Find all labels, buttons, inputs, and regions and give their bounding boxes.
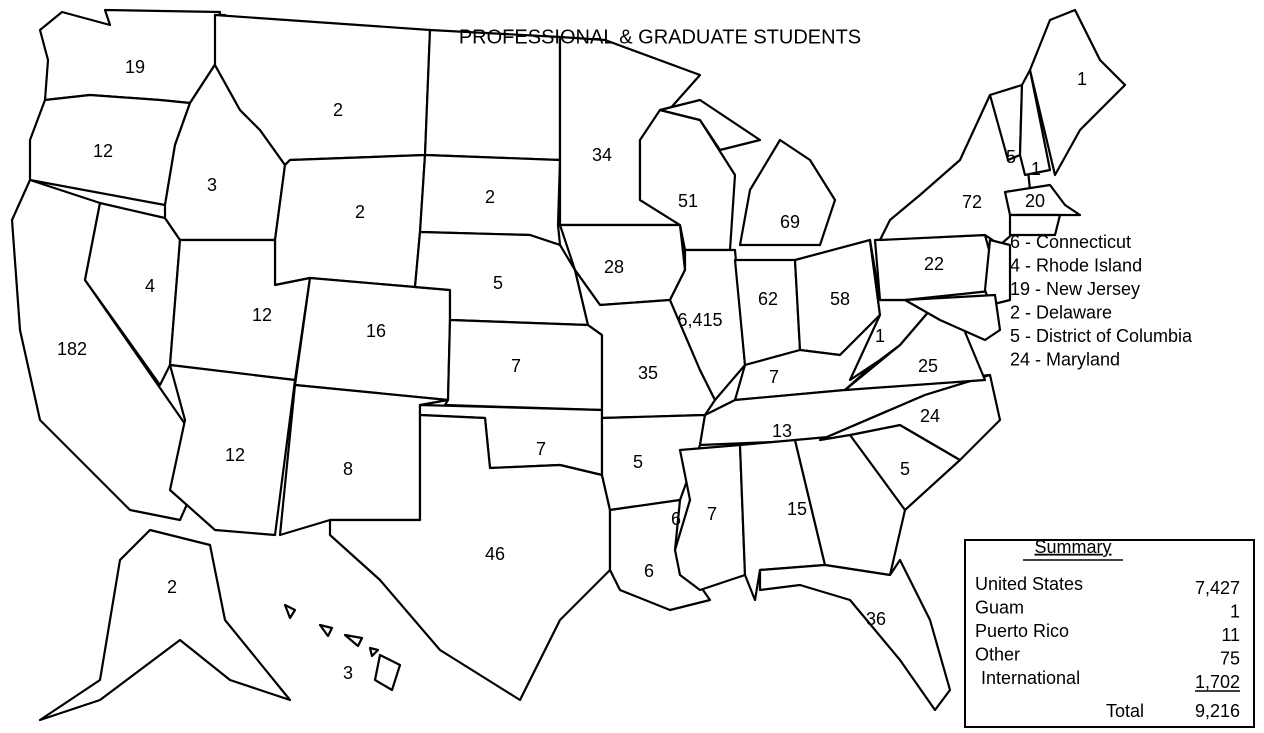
state-count: 34 (592, 145, 612, 165)
state-count: 35 (638, 363, 658, 383)
state-count: 12 (93, 141, 113, 161)
state-count: 20 (1025, 191, 1045, 211)
summary-label: United States (975, 574, 1083, 594)
callout: 2 - Delaware (1010, 302, 1112, 322)
state-count: 3 (343, 663, 353, 683)
state-count: 6 (671, 509, 681, 529)
summary-value: 7,427 (1195, 578, 1240, 598)
state-count: 46 (485, 544, 505, 564)
map-title: PROFESSIONAL & GRADUATE STUDENTS (459, 26, 861, 48)
state-count: 69 (780, 212, 800, 232)
callout: 5 - District of Columbia (1010, 326, 1193, 346)
summary-value: 75 (1220, 648, 1240, 668)
summary-value: 11 (1221, 625, 1240, 645)
callout: 24 - Maryland (1010, 349, 1120, 369)
summary-label: Guam (975, 597, 1024, 617)
state-count: 7 (511, 356, 521, 376)
state-count: 4 (145, 276, 155, 296)
state-count: 1 (1077, 69, 1087, 89)
summary-heading: Summary (1034, 537, 1111, 557)
callout: 6 - Connecticut (1010, 232, 1131, 252)
state-count: 6,415 (677, 310, 722, 330)
state-outlines (10, 8, 1127, 722)
callout: 4 - Rhode Island (1010, 255, 1142, 275)
state-count: 15 (787, 499, 807, 519)
total-label: Total (1106, 701, 1144, 721)
state-count: 2 (167, 577, 177, 597)
state-count: 24 (920, 406, 940, 426)
state-count: 19 (125, 57, 145, 77)
summary-value: 1,702 (1195, 672, 1240, 692)
state-count: 182 (57, 339, 87, 359)
state-count: 6 (644, 561, 654, 581)
state-count: 7 (707, 504, 717, 524)
state-count: 5 (493, 273, 503, 293)
state-count: 22 (924, 254, 944, 274)
state-count: 25 (918, 356, 938, 376)
state-count: 36 (866, 609, 886, 629)
state-count: 58 (830, 289, 850, 309)
state-count: 5 (900, 459, 910, 479)
state-count: 51 (678, 191, 698, 211)
state-count: 72 (962, 192, 982, 212)
state-count: 28 (604, 257, 624, 277)
state-count: 12 (252, 305, 272, 325)
state-count: 1 (1031, 159, 1041, 179)
state-count: 3 (207, 175, 217, 195)
state-count: 5 (1006, 147, 1016, 167)
summary-label: Other (975, 644, 1020, 664)
state-count: 7 (536, 439, 546, 459)
state-count: 16 (366, 321, 386, 341)
state-count: 2 (355, 202, 365, 222)
state-count: 5 (633, 452, 643, 472)
state-count: 62 (758, 289, 778, 309)
total-value: 9,216 (1195, 701, 1240, 721)
state-count: 12 (225, 445, 245, 465)
state-count: 2 (485, 187, 495, 207)
callout: 19 - New Jersey (1010, 279, 1140, 299)
state-count: 8 (343, 459, 353, 479)
summary-label: Puerto Rico (975, 621, 1069, 641)
summary-label: International (981, 668, 1080, 688)
state-count: 1 (875, 326, 885, 346)
summary-value: 1 (1230, 601, 1240, 621)
summary-box (964, 539, 1255, 728)
state-count: 7 (769, 367, 779, 387)
state-count: 13 (772, 421, 792, 441)
state-count: 2 (333, 100, 343, 120)
